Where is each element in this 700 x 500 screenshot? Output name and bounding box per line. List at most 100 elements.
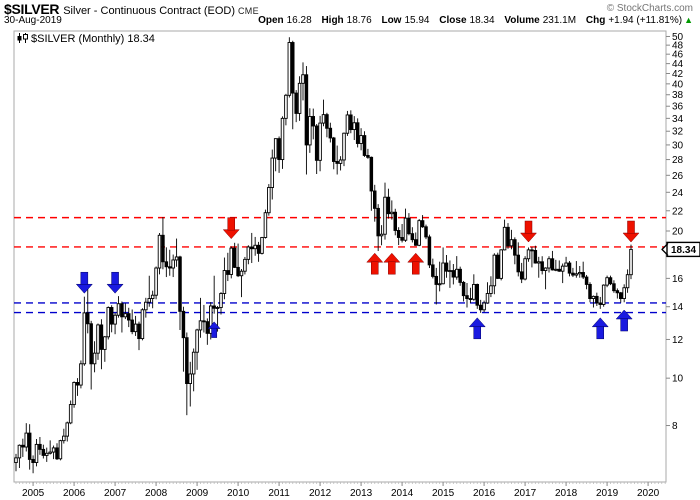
candle [62,435,66,442]
candle [120,303,124,318]
candle [58,440,63,460]
candle [51,447,56,453]
candle [301,74,305,84]
candle [267,187,271,214]
candle [396,230,401,238]
last-price-tag [666,241,700,258]
x-axis-year-label: 2012 [309,488,332,499]
up-triangle-icon: ▲ [684,15,693,25]
last-price-text: 18.34 [671,245,696,256]
candle [116,303,121,316]
candle [34,443,39,463]
candle [362,135,367,156]
y-axis-price-label: 8 [672,421,678,432]
candle [246,246,251,260]
candle [496,254,500,279]
candle [21,444,25,448]
candle [417,220,421,246]
candle [482,302,486,311]
quote-row: 30-Aug-2019 Open 16.28 High 18.76 Low 15.94… [4,15,696,26]
plot-frame [13,30,667,483]
candle [526,249,531,260]
blue-up-arrow [468,317,486,340]
high-label: High [321,15,344,26]
candle [256,244,261,254]
candle [243,258,247,272]
candle [27,432,32,460]
y-axis-price-label: 32 [672,127,684,138]
candle [174,256,179,261]
x-axis-year-label: 2009 [186,488,209,499]
candle [17,444,22,459]
x-axis-year-label: 2020 [637,488,660,499]
candle [519,271,524,280]
change-label: Chg [585,15,606,26]
candle [338,159,343,164]
candle [291,42,295,94]
candle [437,283,442,286]
candle [540,261,544,272]
candle [629,248,633,276]
candle [622,287,626,299]
candle [612,283,616,292]
low-label: Low [381,15,402,26]
candle [458,268,462,283]
ohlc-quote-line: Open 16.28 High 18.76 Low 15.94 Close 18.34 … [251,15,693,26]
candle [311,116,316,127]
candle [109,307,114,325]
x-axis-year-label: 2017 [514,488,537,499]
y-axis-price-label: 42 [672,69,684,80]
x-axis-year-label: 2016 [473,488,496,499]
candle [560,265,565,272]
red-down-arrow [519,220,538,243]
candle [465,295,469,299]
candle [468,298,473,300]
candle [478,304,483,311]
candle [355,122,360,144]
candle [41,448,46,456]
y-axis-price-label: 24 [672,188,684,199]
x-axis-year-label: 2014 [391,488,414,499]
candle [523,258,527,280]
candle [537,261,541,264]
plot-overlay-label: $SILVER (Monthly) 18.34 [17,33,155,45]
candle [424,226,428,238]
candle [448,270,452,273]
candle [202,320,206,323]
candle [588,283,592,299]
candle [133,323,138,333]
low-value: 15.94 [404,15,430,26]
x-axis-year-label: 2007 [104,488,127,499]
x-axis-year-label: 2018 [555,488,578,499]
high-value: 18.76 [346,15,372,26]
candle [571,272,575,276]
candle [485,293,490,304]
candle [191,351,196,375]
candle [68,404,73,424]
y-axis-price-label: 30 [672,140,684,151]
candle [509,239,514,247]
open-value: 16.28 [286,15,312,26]
candle [188,373,193,384]
candle [502,226,507,251]
candle [475,283,480,306]
x-axis-year-label: 2019 [596,488,619,499]
y-axis-price-label: 44 [672,59,684,70]
candle [451,270,456,278]
candle [547,258,551,269]
candle [625,274,630,289]
candle [273,138,278,159]
blue-down-arrow [106,271,124,294]
y-axis-price-label: 34 [672,114,684,125]
candle [232,247,237,268]
candle [383,196,387,235]
candlestick-icon [17,33,28,43]
candle [427,236,432,266]
candle [219,293,223,308]
close-value: 18.34 [469,15,495,26]
open-label: Open [258,15,284,26]
y-axis-price-label: 48 [672,41,684,52]
candle [55,447,59,460]
candle [181,310,186,339]
candle [499,249,503,279]
